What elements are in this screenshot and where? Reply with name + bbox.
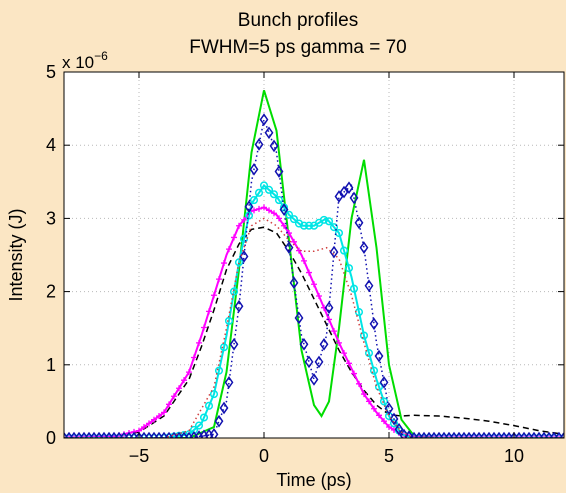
- y-tick-label: 0: [46, 428, 56, 448]
- y-scale-factor: x 10−6: [62, 49, 108, 72]
- y-tick-label: 2: [46, 282, 56, 302]
- y-axis-label: Intensity (J): [6, 208, 26, 301]
- y-tick-label: 3: [46, 208, 56, 228]
- x-tick-label: 5: [384, 446, 394, 466]
- y-tick-label: 5: [46, 62, 56, 82]
- x-tick-label: −5: [129, 446, 150, 466]
- chart-title: Bunch profiles: [238, 10, 358, 31]
- plot-area: [64, 72, 564, 438]
- x-axis-label: Time (ps): [276, 470, 351, 490]
- x-tick-label: 10: [504, 446, 524, 466]
- chart-subtitle: FWHM=5 ps gamma = 70: [189, 37, 407, 58]
- y-tick-label: 4: [46, 135, 56, 155]
- x-tick-label: 0: [259, 446, 269, 466]
- y-tick-label: 1: [46, 355, 56, 375]
